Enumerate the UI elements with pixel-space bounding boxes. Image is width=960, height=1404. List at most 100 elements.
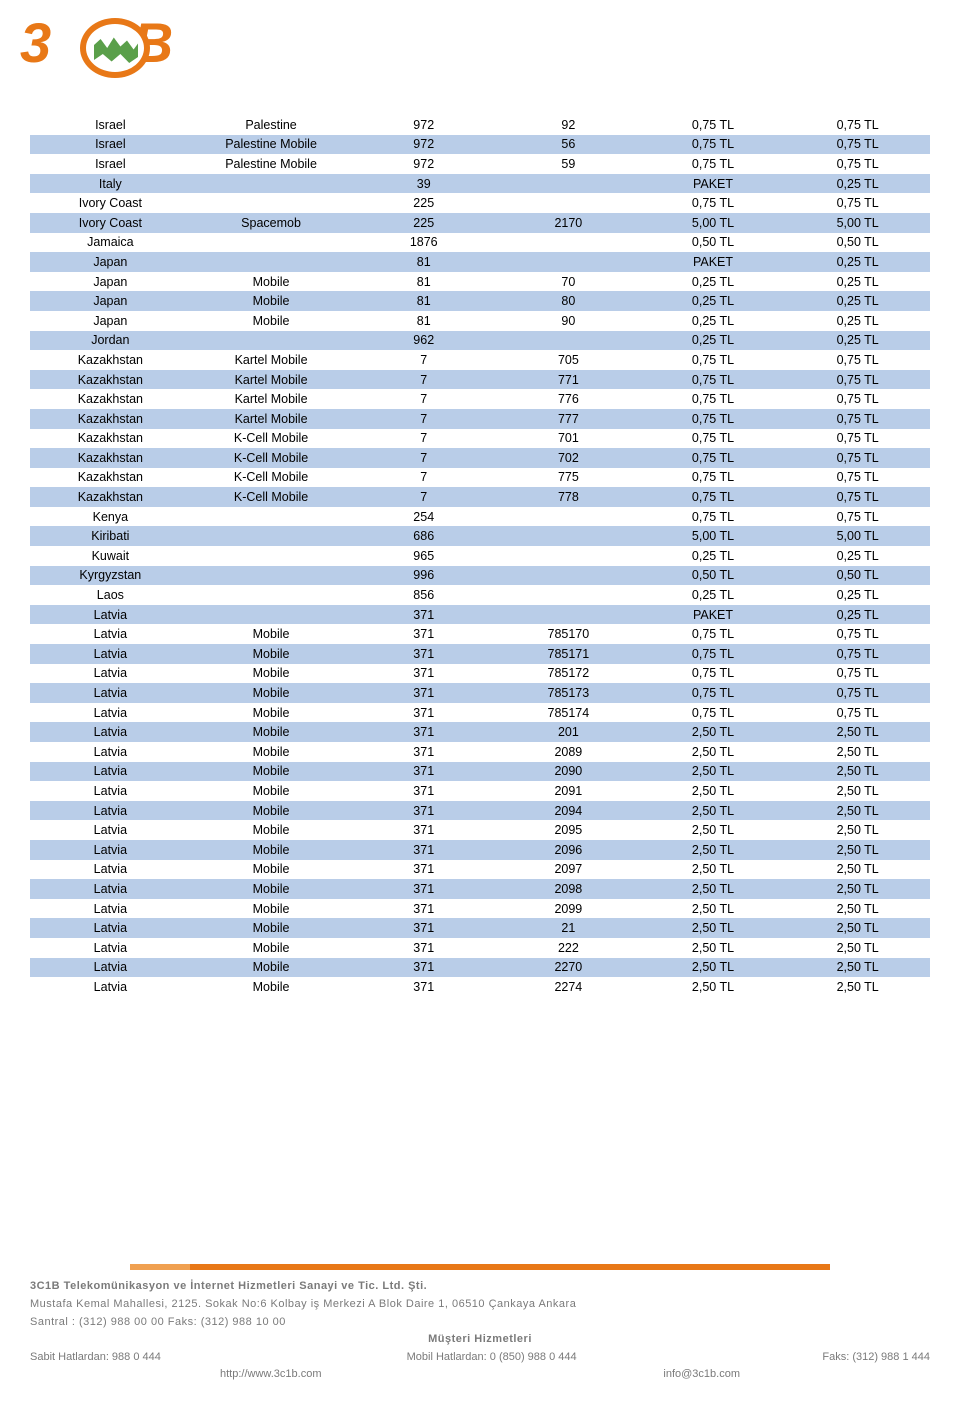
table-cell: 0,50 TL xyxy=(785,233,930,253)
table-cell: 371 xyxy=(351,722,496,742)
page-footer: 3C1B Telekomünikasyon ve İnternet Hizmet… xyxy=(0,1264,960,1384)
table-cell: 972 xyxy=(351,115,496,135)
table-cell xyxy=(496,233,641,253)
table-cell: 0,75 TL xyxy=(641,507,786,527)
table-cell: Mobile xyxy=(191,958,352,978)
table-cell: Kazakhstan xyxy=(30,370,191,390)
table-cell: 2094 xyxy=(496,801,641,821)
table-row: Latvia371PAKET0,25 TL xyxy=(30,605,930,625)
table-cell: Mobile xyxy=(191,703,352,723)
table-cell: 81 xyxy=(351,252,496,272)
table-cell: 0,25 TL xyxy=(785,174,930,194)
footer-address: Mustafa Kemal Mahallesi, 2125. Sokak No:… xyxy=(0,1296,960,1314)
table-cell: Kartel Mobile xyxy=(191,370,352,390)
table-row: Ivory CoastSpacemob22521705,00 TL5,00 TL xyxy=(30,213,930,233)
table-cell: 785174 xyxy=(496,703,641,723)
table-cell xyxy=(191,605,352,625)
table-cell: 0,75 TL xyxy=(785,448,930,468)
table-cell: 785170 xyxy=(496,624,641,644)
table-cell: 2,50 TL xyxy=(641,742,786,762)
table-cell: Mobile xyxy=(191,899,352,919)
table-cell: Mobile xyxy=(191,311,352,331)
table-cell: 0,75 TL xyxy=(641,624,786,644)
table-cell: 775 xyxy=(496,468,641,488)
table-cell: Mobile xyxy=(191,938,352,958)
footer-web: http://www.3c1b.com xyxy=(220,1366,322,1384)
table-cell: 0,75 TL xyxy=(641,664,786,684)
table-row: IsraelPalestine972920,75 TL0,75 TL xyxy=(30,115,930,135)
footer-email: info@3c1b.com xyxy=(663,1366,740,1384)
table-row: Jamaica18760,50 TL0,50 TL xyxy=(30,233,930,253)
table-cell: 0,25 TL xyxy=(785,585,930,605)
table-row: Kyrgyzstan9960,50 TL0,50 TL xyxy=(30,566,930,586)
company-logo: 3 1B xyxy=(20,10,220,85)
table-row: Laos8560,25 TL0,25 TL xyxy=(30,585,930,605)
table-cell: 371 xyxy=(351,958,496,978)
table-cell: Latvia xyxy=(30,722,191,742)
table-cell: 0,75 TL xyxy=(785,115,930,135)
table-cell: Mobile xyxy=(191,722,352,742)
table-cell: 5,00 TL xyxy=(785,213,930,233)
logo-globe-icon xyxy=(80,18,150,78)
table-cell: Latvia xyxy=(30,762,191,782)
table-row: KazakhstanK-Cell Mobile77780,75 TL0,75 T… xyxy=(30,487,930,507)
table-cell: 776 xyxy=(496,389,641,409)
table-cell: 7 xyxy=(351,350,496,370)
table-cell: Mobile xyxy=(191,781,352,801)
table-row: IsraelPalestine Mobile972590,75 TL0,75 T… xyxy=(30,154,930,174)
table-cell: 701 xyxy=(496,429,641,449)
table-cell: Jamaica xyxy=(30,233,191,253)
table-row: Italy39PAKET0,25 TL xyxy=(30,174,930,194)
table-cell: 972 xyxy=(351,154,496,174)
table-cell: Mobile xyxy=(191,664,352,684)
table-cell: 0,25 TL xyxy=(785,311,930,331)
table-cell: Latvia xyxy=(30,958,191,978)
table-cell xyxy=(496,526,641,546)
table-cell: Japan xyxy=(30,291,191,311)
table-cell: 2,50 TL xyxy=(785,801,930,821)
table-cell: Latvia xyxy=(30,664,191,684)
table-cell: 371 xyxy=(351,781,496,801)
table-row: LatviaMobile37122742,50 TL2,50 TL xyxy=(30,977,930,997)
table-row: LatviaMobile3717851720,75 TL0,75 TL xyxy=(30,664,930,684)
table-cell: PAKET xyxy=(641,605,786,625)
table-cell: Japan xyxy=(30,252,191,272)
table-cell: 2,50 TL xyxy=(641,781,786,801)
table-cell: 0,25 TL xyxy=(785,605,930,625)
table-cell: 7 xyxy=(351,370,496,390)
table-cell: 0,25 TL xyxy=(785,252,930,272)
table-row: LatviaMobile3717851740,75 TL0,75 TL xyxy=(30,703,930,723)
table-cell: 56 xyxy=(496,135,641,155)
table-cell: 702 xyxy=(496,448,641,468)
table-cell: 70 xyxy=(496,272,641,292)
table-cell: 254 xyxy=(351,507,496,527)
footer-santral: Santral : (312) 988 00 00 Faks: (312) 98… xyxy=(0,1314,960,1332)
table-cell: Latvia xyxy=(30,742,191,762)
table-cell: Latvia xyxy=(30,801,191,821)
table-cell: 222 xyxy=(496,938,641,958)
footer-mobil: Mobil Hatlardan: 0 (850) 988 0 444 xyxy=(407,1349,577,1367)
table-cell: 972 xyxy=(351,135,496,155)
table-cell: Italy xyxy=(30,174,191,194)
table-cell: 0,75 TL xyxy=(785,624,930,644)
table-cell: 2089 xyxy=(496,742,641,762)
table-row: Japan81PAKET0,25 TL xyxy=(30,252,930,272)
table-cell: 0,50 TL xyxy=(641,566,786,586)
table-cell: 5,00 TL xyxy=(785,526,930,546)
table-cell: 371 xyxy=(351,977,496,997)
table-cell xyxy=(496,193,641,213)
table-cell: 0,25 TL xyxy=(785,272,930,292)
table-cell: 225 xyxy=(351,193,496,213)
table-cell: 0,75 TL xyxy=(785,468,930,488)
table-cell: Mobile xyxy=(191,762,352,782)
table-row: Jordan9620,25 TL0,25 TL xyxy=(30,331,930,351)
table-cell: 0,25 TL xyxy=(785,291,930,311)
table-cell: 0,75 TL xyxy=(641,448,786,468)
table-row: LatviaMobile3712012,50 TL2,50 TL xyxy=(30,722,930,742)
table-cell: Kazakhstan xyxy=(30,409,191,429)
table-cell: Latvia xyxy=(30,860,191,880)
table-cell: 0,75 TL xyxy=(785,350,930,370)
table-cell: 371 xyxy=(351,938,496,958)
logo-text: 3 xyxy=(20,11,49,74)
footer-sabit: Sabit Hatlardan: 988 0 444 xyxy=(30,1349,161,1367)
